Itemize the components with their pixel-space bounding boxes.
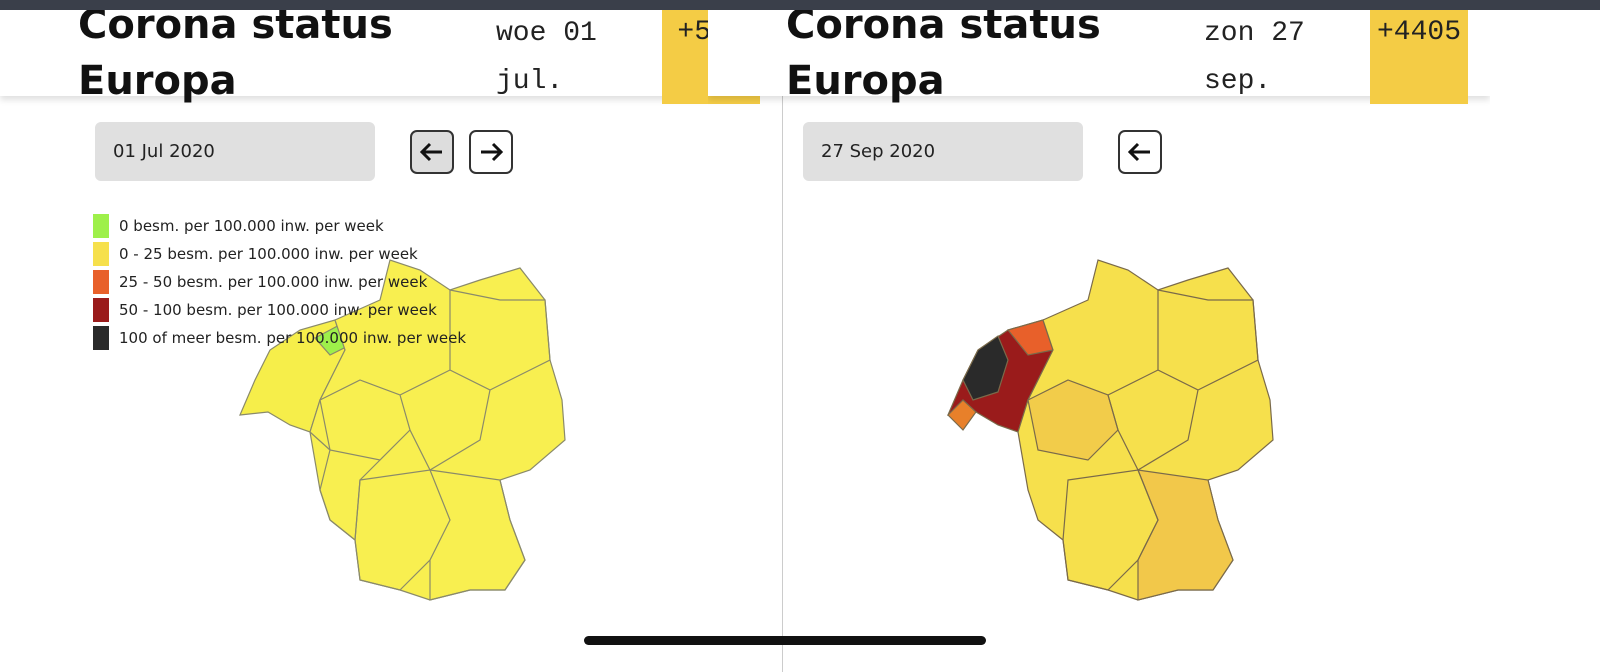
legend-swatch (93, 270, 109, 294)
legend-swatch (93, 298, 109, 322)
header: Corona status Europa woe 01 jul. +528 (0, 10, 760, 104)
next-button[interactable] (469, 130, 513, 174)
legend: 0 besm. per 100.000 inw. per week 0 - 25 … (93, 212, 466, 352)
panel: Corona status Europa woe 01 jul. +528 01… (0, 10, 782, 672)
legend-label: 0 besm. per 100.000 inw. per week (119, 217, 384, 235)
title: Corona status (78, 10, 393, 48)
legend-row: 50 - 100 besm. per 100.000 inw. per week (93, 296, 466, 324)
legend-label: 100 of meer besm. per 100.000 inw. per w… (119, 329, 467, 347)
arrow-left (1127, 142, 1150, 162)
month: jul. (496, 66, 564, 97)
date-input[interactable]: 01 Jul 2020 (95, 122, 375, 181)
day: woe 01 (496, 18, 597, 49)
legend-swatch (93, 326, 109, 350)
legend-swatch (93, 242, 109, 266)
month: sep. (1204, 66, 1272, 97)
title: Corona status (786, 10, 1101, 48)
legend-row: 0 - 25 besm. per 100.000 inw. per week (93, 240, 466, 268)
legend-row: 25 - 50 besm. per 100.000 inw. per week (93, 268, 466, 296)
date-input[interactable]: 27 Sep 2020 (803, 122, 1083, 181)
prev-button[interactable] (410, 130, 454, 174)
legend-row: 0 besm. per 100.000 inw. per week (93, 212, 466, 240)
title: Europa (78, 58, 237, 104)
header: Corona status Europa zon 27 sep. +4405 (708, 10, 1490, 104)
legend-swatch (93, 214, 109, 238)
prev-button[interactable] (1118, 130, 1162, 174)
arrow-left (419, 142, 442, 162)
legend-label: 0 - 25 besm. per 100.000 inw. per week (119, 245, 418, 263)
map (239, 259, 566, 601)
arrow-right (481, 142, 504, 162)
panel: Corona status Europa zon 27 sep. +4405 2… (708, 10, 1490, 672)
legend-label: 50 - 100 besm. per 100.000 inw. per week (119, 301, 437, 319)
count: +4405 (1370, 10, 1468, 104)
map (947, 259, 1274, 601)
title: Europa (786, 58, 945, 104)
day: zon 27 (1204, 18, 1305, 49)
legend-row: 100 of meer besm. per 100.000 inw. per w… (93, 324, 466, 352)
home-indicator (584, 636, 986, 645)
legend-label: 25 - 50 besm. per 100.000 inw. per week (119, 273, 428, 291)
status-bar (0, 0, 1600, 10)
divider (782, 10, 783, 672)
